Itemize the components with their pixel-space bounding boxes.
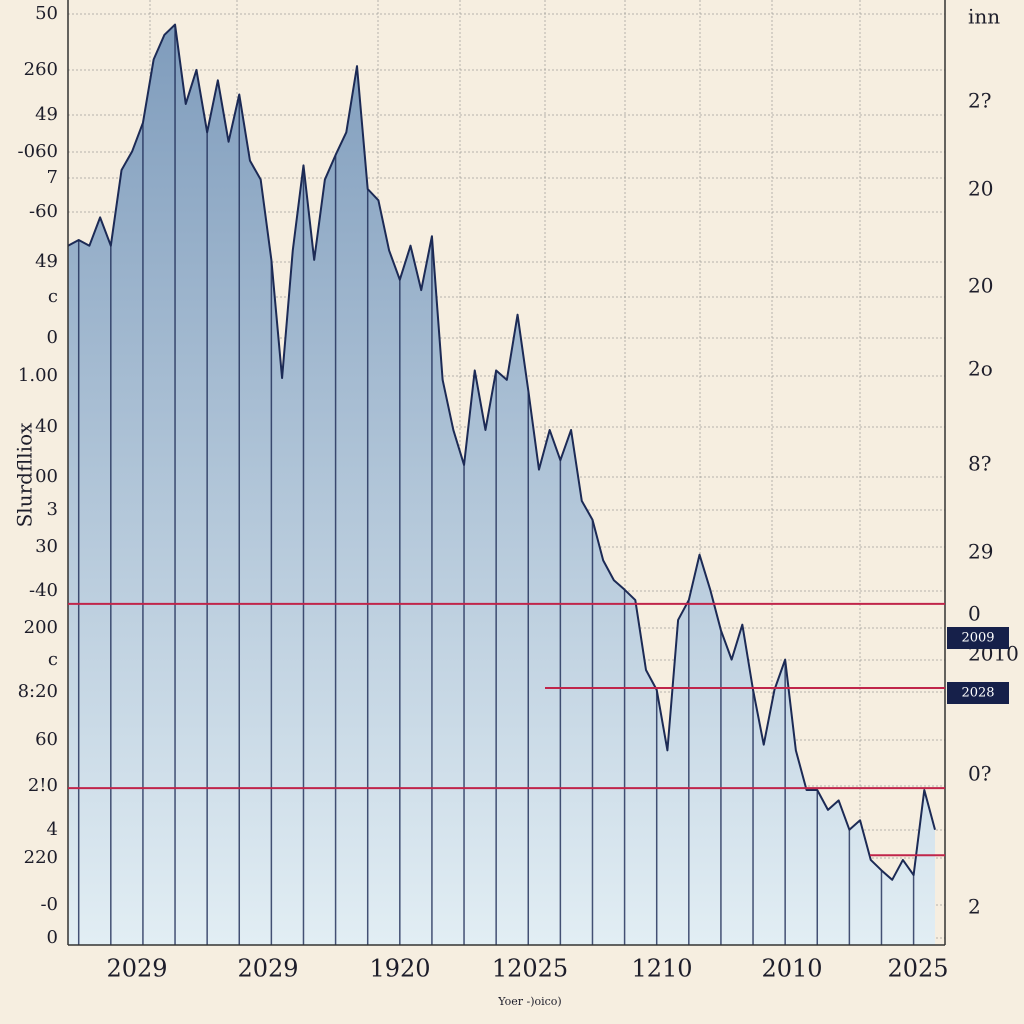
left-label: 2!0 xyxy=(28,775,58,796)
right-label: 8? xyxy=(968,452,991,476)
right-label: 2o xyxy=(968,357,993,381)
left-label: 200 xyxy=(24,617,58,638)
left-label: 50 xyxy=(35,3,58,24)
label-box xyxy=(947,682,1009,704)
left-label: -40 xyxy=(29,580,58,601)
area-fill xyxy=(68,24,935,945)
label-box xyxy=(947,627,1009,649)
x-tick-label: 2010 xyxy=(761,955,822,983)
left-label: -60 xyxy=(29,201,58,222)
left-label: 220 xyxy=(24,847,58,868)
right-label: 0? xyxy=(968,762,991,786)
right-label: 20 xyxy=(968,274,993,298)
right-label: 20 xyxy=(968,177,993,201)
right-label: inn xyxy=(968,5,1000,29)
left-label: 0 xyxy=(47,927,58,948)
boxed-label: 2009 xyxy=(961,631,994,646)
y-axis-label: Slurdflliox xyxy=(13,422,37,528)
left-label: 7 xyxy=(47,167,58,188)
plot xyxy=(67,23,936,945)
left-label: 260 xyxy=(24,59,58,80)
left-label: 60 xyxy=(35,729,58,750)
left-label: 1.00 xyxy=(18,365,58,386)
left-label: 3 xyxy=(47,499,58,520)
left-label: 8:20 xyxy=(18,681,58,702)
x-tick-label: 2029 xyxy=(106,955,167,983)
x-tick-label: 1210 xyxy=(631,955,692,983)
x-tick-label: 1920 xyxy=(369,955,430,983)
left-label: -0 xyxy=(40,894,58,915)
left-label: 00 xyxy=(35,466,58,487)
x-tick-label: 2029 xyxy=(237,955,298,983)
x-tick-label: 12025 xyxy=(492,955,568,983)
left-label: 30 xyxy=(35,536,58,557)
left-label: c xyxy=(48,649,58,670)
right-label: 29 xyxy=(968,540,993,564)
left-label: 4 xyxy=(47,819,58,840)
x-axis-label: Yoer -)oico) xyxy=(497,995,561,1008)
left-label: c xyxy=(48,286,58,307)
left-label: 40 xyxy=(35,416,58,437)
line xyxy=(67,23,936,881)
left-label: 49 xyxy=(35,251,58,272)
right-label: 2? xyxy=(968,89,991,113)
left-label: 0 xyxy=(47,327,58,348)
left-label: -060 xyxy=(18,141,58,162)
right-label: 2 xyxy=(968,895,981,919)
boxed-label: 2028 xyxy=(961,686,994,701)
left-label: 49 xyxy=(35,104,58,125)
x-tick-label: 2025 xyxy=(887,955,948,983)
right-label: 0 xyxy=(968,602,981,626)
